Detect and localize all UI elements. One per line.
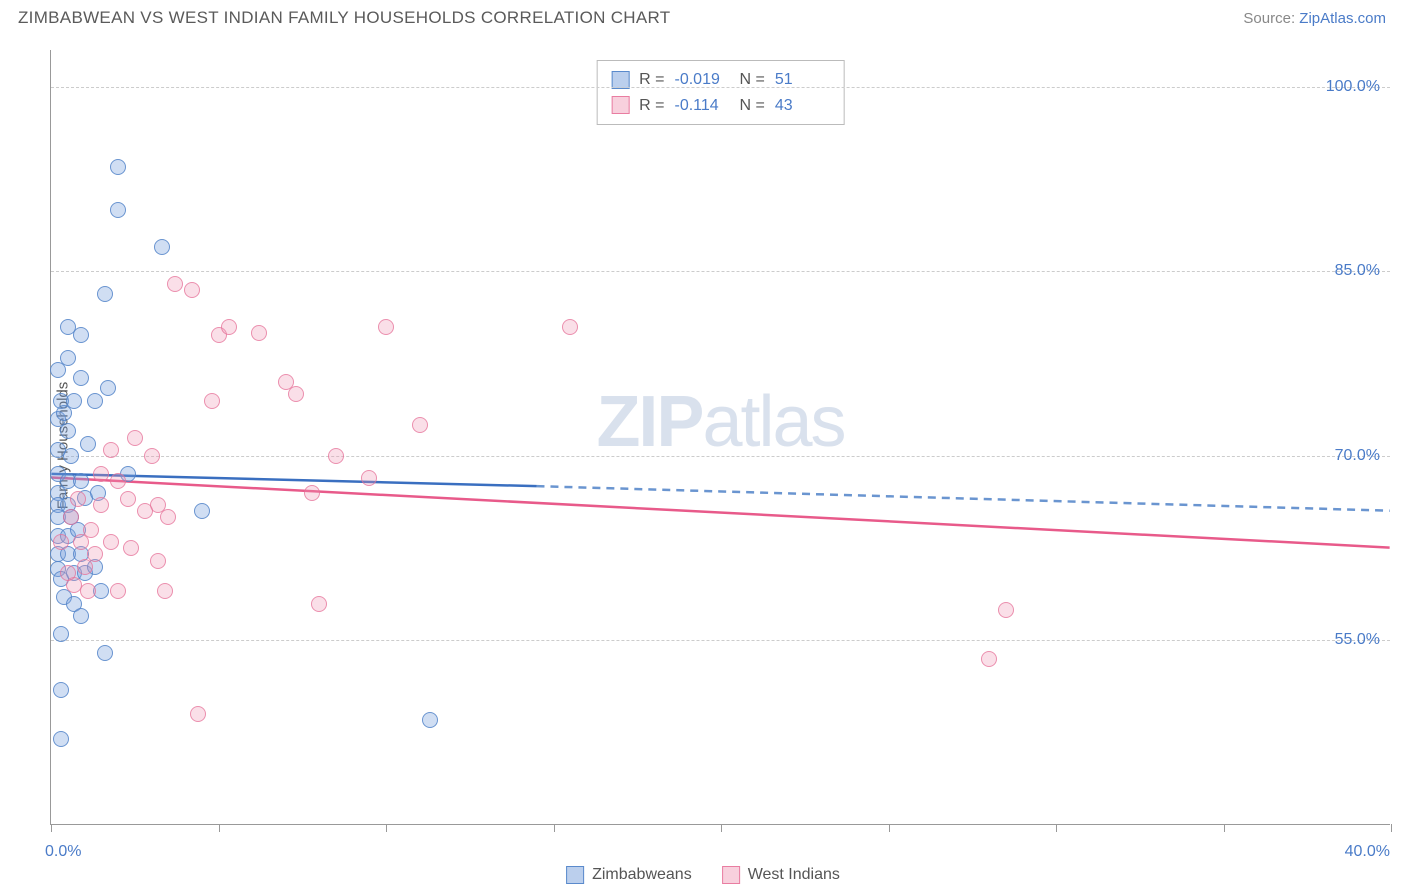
data-point: [288, 386, 304, 402]
data-point: [110, 202, 126, 218]
swatch-pink-icon: [611, 96, 629, 114]
data-point: [194, 503, 210, 519]
data-point: [144, 448, 160, 464]
data-point: [100, 380, 116, 396]
data-point: [80, 436, 96, 452]
data-point: [361, 470, 377, 486]
data-point: [127, 430, 143, 446]
data-point: [87, 393, 103, 409]
data-point: [167, 276, 183, 292]
data-point: [73, 608, 89, 624]
data-point: [53, 626, 69, 642]
swatch-pink-icon: [722, 866, 740, 884]
y-tick-label: 70.0%: [1335, 447, 1380, 465]
data-point: [60, 565, 76, 581]
data-point: [63, 509, 79, 525]
gridline: [51, 456, 1390, 457]
legend-item-zimbabweans: Zimbabweans: [566, 866, 692, 884]
data-point: [311, 596, 327, 612]
data-point: [137, 503, 153, 519]
source-link[interactable]: ZipAtlas.com: [1299, 10, 1386, 27]
data-point: [56, 405, 72, 421]
gridline: [51, 87, 1390, 88]
legend-item-west-indians: West Indians: [722, 866, 840, 884]
series-legend: Zimbabweans West Indians: [566, 866, 840, 884]
data-point: [120, 491, 136, 507]
data-point: [204, 393, 220, 409]
data-point: [60, 423, 76, 439]
data-point: [412, 417, 428, 433]
data-point: [53, 731, 69, 747]
r-value-west-indians: -0.114: [675, 93, 730, 119]
data-point: [93, 466, 109, 482]
x-tick-label: 0.0%: [45, 843, 81, 861]
data-point: [97, 286, 113, 302]
data-point: [110, 583, 126, 599]
x-tick: [219, 824, 220, 832]
data-point: [53, 682, 69, 698]
n-value-west-indians: 43: [775, 93, 830, 119]
data-point: [154, 239, 170, 255]
legend-row-west-indians: R = -0.114 N = 43: [611, 93, 830, 119]
gridline: [51, 271, 1390, 272]
data-point: [73, 327, 89, 343]
data-point: [103, 534, 119, 550]
x-tick-label: 40.0%: [1345, 843, 1390, 861]
data-point: [328, 448, 344, 464]
trend-lines: [51, 50, 1390, 824]
data-point: [87, 546, 103, 562]
data-point: [123, 540, 139, 556]
data-point: [221, 319, 237, 335]
swatch-blue-icon: [566, 866, 584, 884]
source-attribution: Source: ZipAtlas.com: [1243, 10, 1386, 27]
data-point: [70, 491, 86, 507]
data-point: [157, 583, 173, 599]
data-point: [73, 534, 89, 550]
data-point: [97, 645, 113, 661]
x-tick: [386, 824, 387, 832]
data-point: [73, 370, 89, 386]
legend-row-zimbabweans: R = -0.019 N = 51: [611, 67, 830, 93]
data-point: [53, 534, 69, 550]
chart-title: ZIMBABWEAN VS WEST INDIAN FAMILY HOUSEHO…: [18, 8, 670, 28]
chart-header: ZIMBABWEAN VS WEST INDIAN FAMILY HOUSEHO…: [0, 0, 1406, 32]
x-tick: [889, 824, 890, 832]
data-point: [422, 712, 438, 728]
data-point: [150, 553, 166, 569]
x-tick: [554, 824, 555, 832]
x-tick: [1056, 824, 1057, 832]
x-tick: [51, 824, 52, 832]
data-point: [50, 362, 66, 378]
data-point: [562, 319, 578, 335]
scatter-chart: Family Households ZIPatlas R = -0.019 N …: [50, 50, 1390, 825]
data-point: [304, 485, 320, 501]
data-point: [251, 325, 267, 341]
watermark: ZIPatlas: [596, 381, 844, 463]
data-point: [110, 473, 126, 489]
x-tick: [1391, 824, 1392, 832]
correlation-legend: R = -0.019 N = 51 R = -0.114 N = 43: [596, 60, 845, 125]
y-tick-label: 55.0%: [1335, 631, 1380, 649]
data-point: [378, 319, 394, 335]
gridline: [51, 640, 1390, 641]
n-value-zimbabweans: 51: [775, 67, 830, 93]
data-point: [190, 706, 206, 722]
data-point: [998, 602, 1014, 618]
data-point: [110, 159, 126, 175]
y-tick-label: 100.0%: [1326, 78, 1380, 96]
data-point: [981, 651, 997, 667]
x-tick: [1224, 824, 1225, 832]
y-tick-label: 85.0%: [1335, 262, 1380, 280]
data-point: [63, 448, 79, 464]
data-point: [184, 282, 200, 298]
r-value-zimbabweans: -0.019: [675, 67, 730, 93]
data-point: [73, 473, 89, 489]
data-point: [93, 497, 109, 513]
x-tick: [721, 824, 722, 832]
data-point: [103, 442, 119, 458]
data-point: [160, 509, 176, 525]
